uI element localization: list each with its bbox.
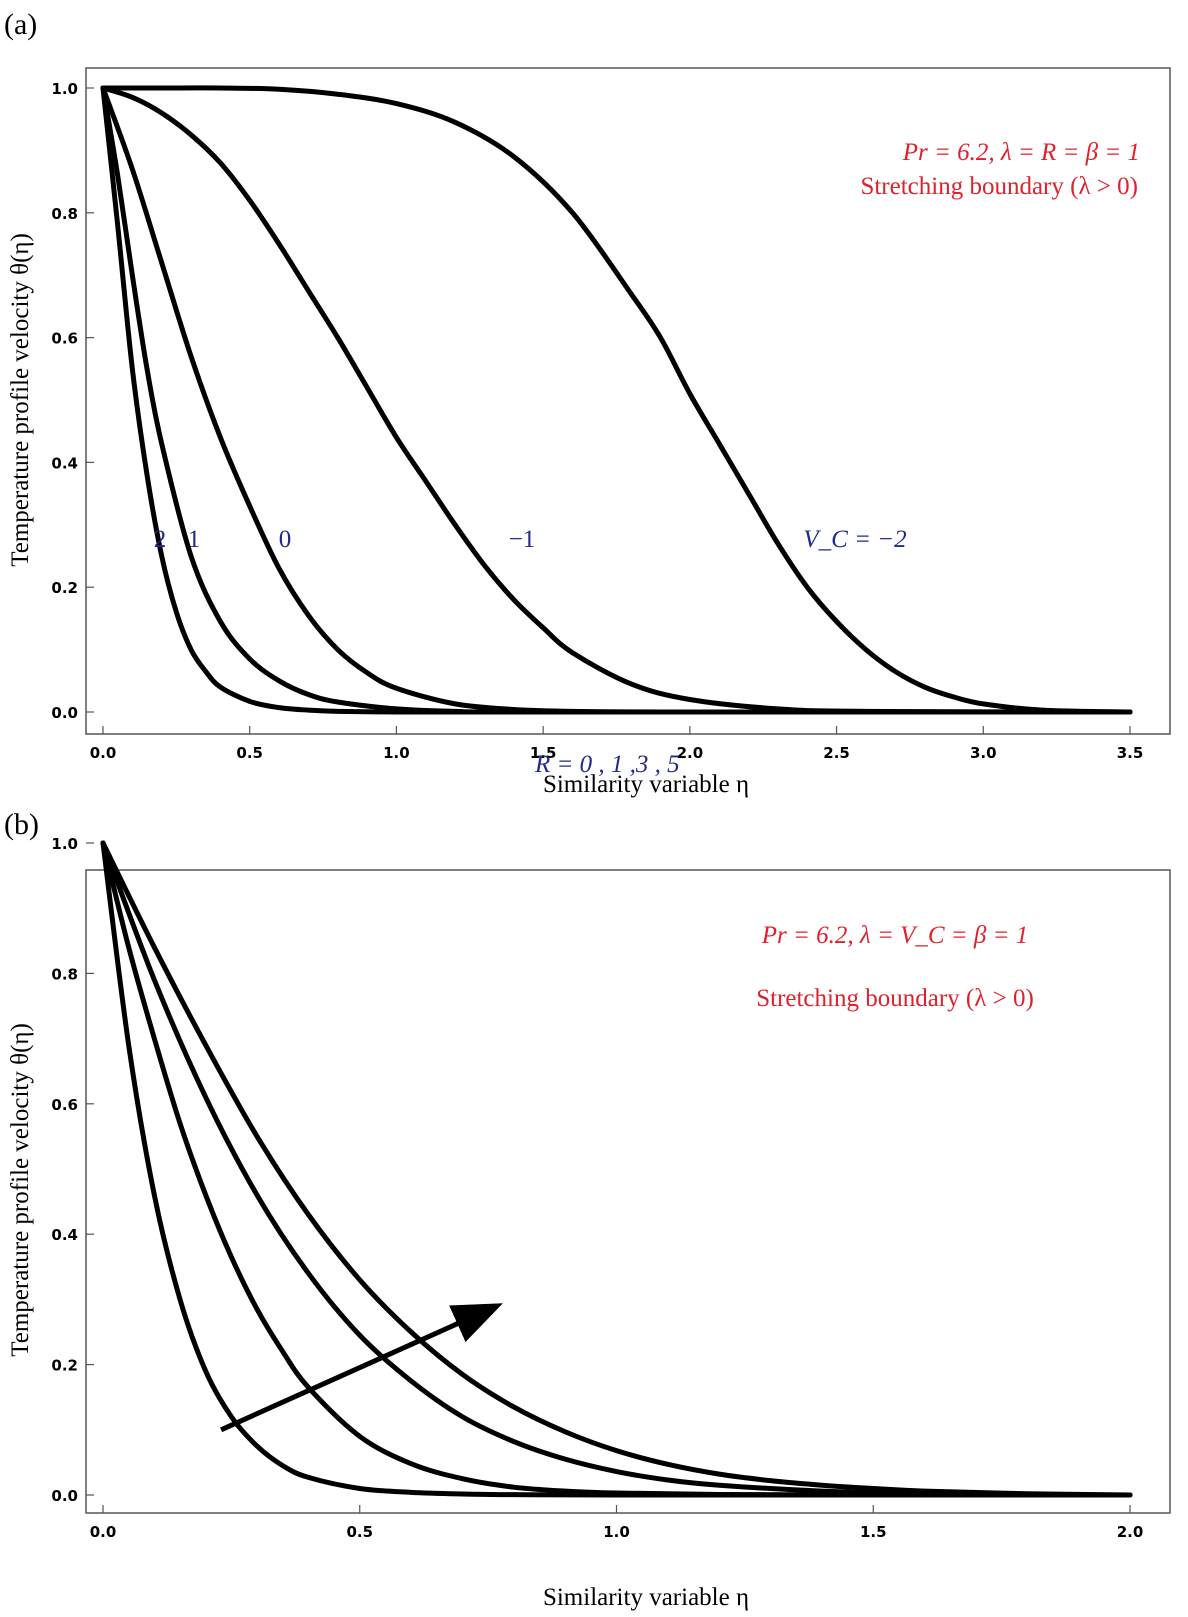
panel-b-x-tick-label: 0.5	[346, 1523, 373, 1541]
panel-b-y-tick-label: 1.0	[51, 835, 78, 853]
panel-a-annotation-params: Pr = 6.2, λ = R = β = 1	[902, 139, 1140, 166]
panel-b-series-r-1	[100, 840, 1133, 1498]
panel-b-series-r-3	[100, 840, 1133, 1498]
panel-a-y-tick-label: 0.0	[51, 704, 78, 722]
curve-label-vc-1: 1	[188, 526, 201, 553]
panel-a-x-tick-label: 0.5	[236, 744, 263, 762]
panel-a-y-tick-label: 0.6	[51, 330, 78, 348]
panel-a-series-v-c-1	[100, 85, 1133, 715]
panel-b-ticks: 0.0 0.5 1.0 1.5 2.0 0.0 0.2 0.4 0.6 0.8 1.0	[51, 835, 1143, 1541]
panel-b-x-axis-label: Similarity variable η	[543, 1584, 749, 1611]
panel-b-x-tick-label: 2.0	[1117, 1523, 1144, 1541]
panel-a-y-tick-label: 1.0	[51, 80, 78, 98]
panel-b-y-tick-label: 0.6	[51, 1096, 78, 1114]
panel-b-x-tick-label: 1.5	[860, 1523, 887, 1541]
panel-a-ticks: 0.0 0.5 1.0 1.5 2.0 2.5 3.0 3.5 0.0 0.2 0.4 0.6 0.8 1…	[51, 80, 1143, 762]
panel-a-x-tick-label: 2.5	[823, 744, 850, 762]
panel-a-y-tick-label: 0.2	[51, 579, 78, 597]
panel-a-x-tick-label: 3.5	[1117, 744, 1144, 762]
panel-a-plot-frame	[85, 67, 1171, 735]
panel-b-x-tick-label: 1.0	[603, 1523, 630, 1541]
panel-a-x-tick-label: 2.0	[677, 744, 704, 762]
panel-a-y-tick-label: 0.8	[51, 205, 78, 223]
panel-a: (a) 0.0 0.5 1.0 1.5 2.0 2.5 3.0 3.5 0.0 0.2 0.4 0.6…	[4, 8, 1171, 798]
curve-label-vc-minus-1: −1	[509, 526, 536, 553]
panel-b-y-tick-label: 0.8	[51, 965, 78, 983]
curve-label-vc-2: 2	[154, 526, 167, 553]
r-increase-arrow	[220, 1303, 503, 1433]
panel-a-y-tick-label: 0.4	[51, 454, 78, 472]
panel-b-plot-frame	[85, 869, 1171, 1514]
panel-a-x-axis-label: Similarity variable η	[543, 771, 749, 798]
panel-b-x-tick-label: 0.0	[90, 1523, 117, 1541]
panel-b-series-r-5	[100, 840, 1133, 1498]
panel-b-y-axis-label: Temperature profile velocity θ(η)	[7, 1023, 34, 1357]
panel-b-label: (b)	[4, 808, 39, 841]
panel-b-y-tick-label: 0.2	[51, 1357, 78, 1375]
curve-label-vc-0: 0	[279, 526, 292, 553]
panel-a-x-tick-label: 1.0	[383, 744, 410, 762]
panel-b-annotation-params: Pr = 6.2, λ = V_C = β = 1	[761, 922, 1028, 949]
panel-b-series-r-0	[100, 840, 1133, 1498]
panel-a-y-axis-label: Temperature profile velocity θ(η)	[7, 233, 34, 567]
panel-b: (b) 0.0 0.5 1.0 1.5 2.0 0.0 0.2 0.4 0.6 0.8 1.0 Si…	[4, 751, 1171, 1611]
panel-b-y-tick-label: 0.4	[51, 1226, 78, 1244]
panel-b-y-tick-label: 0.0	[51, 1487, 78, 1505]
panel-a-series-v-c-0	[100, 85, 1133, 715]
panel-a-label: (a)	[4, 8, 37, 41]
panel-b-curves	[100, 840, 1133, 1498]
panel-a-x-tick-label: 3.0	[970, 744, 997, 762]
panel-a-annotation-boundary: Stretching boundary (λ > 0)	[860, 173, 1138, 200]
panel-b-annotation-boundary: Stretching boundary (λ > 0)	[756, 985, 1034, 1012]
r-values-label: R = 0 , 1 ,3 , 5	[534, 751, 680, 778]
curve-label-vc-minus-2: V_C = −2	[803, 526, 906, 553]
panel-a-series-v-c-2	[100, 85, 1133, 715]
panel-a-curves	[100, 85, 1133, 715]
panel-a-x-tick-label: 1.5	[530, 744, 557, 762]
panel-a-x-tick-label: 0.0	[90, 744, 117, 762]
